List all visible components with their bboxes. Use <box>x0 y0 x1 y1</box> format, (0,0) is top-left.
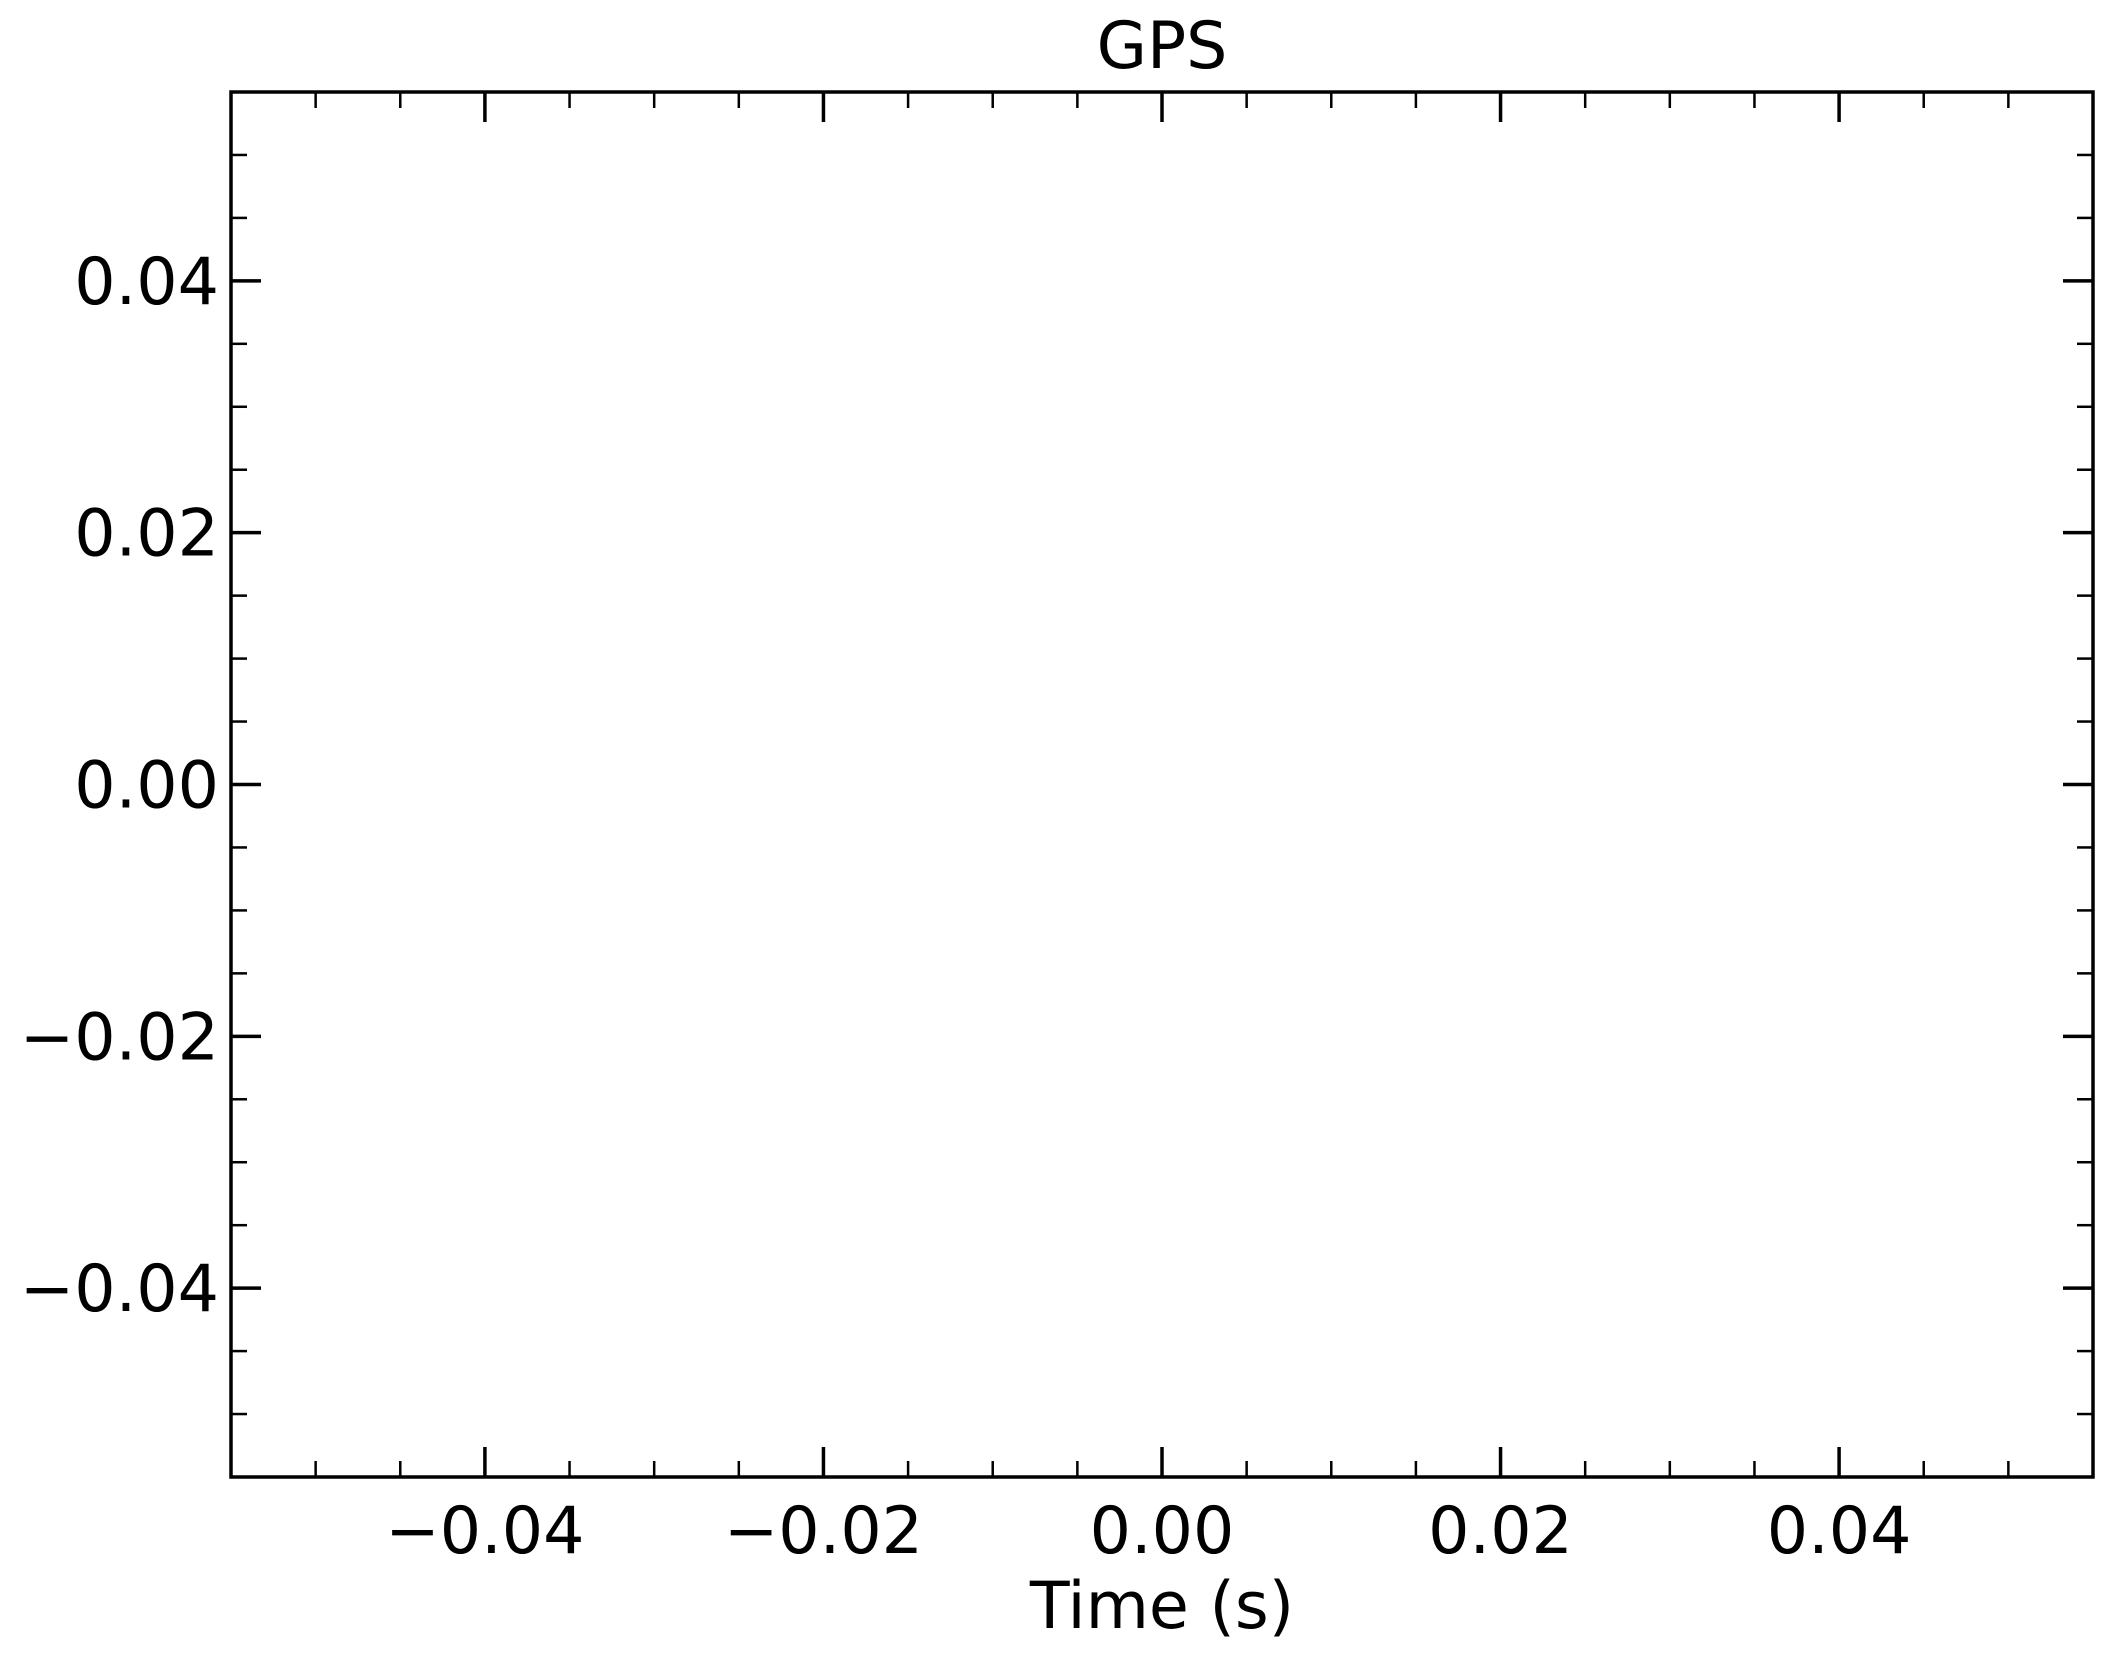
x-tick-label: 0.04 <box>1767 1494 1912 1569</box>
y-tick-label: −0.04 <box>20 1252 219 1327</box>
y-tick-label: −0.02 <box>20 1000 219 1075</box>
y-tick-label: 0.04 <box>74 245 219 320</box>
x-tick-label: −0.02 <box>724 1494 923 1569</box>
y-tick-label: 0.00 <box>74 749 219 824</box>
plot-frame <box>229 90 2095 1479</box>
tick-labels: −0.04 −0.02 0.00 0.02 0.04 −0.04 −0.02 0.00 0.02… <box>20 245 1912 1569</box>
x-tick-label: 0.02 <box>1428 1494 1573 1569</box>
y-tick-label: 0.02 <box>74 497 219 572</box>
chart-title: GPS <box>1097 9 1228 84</box>
x-axis-label: Time (s) <box>1029 1569 1294 1644</box>
x-tick-label: 0.00 <box>1090 1494 1235 1569</box>
x-tick-label: −0.04 <box>385 1494 584 1569</box>
